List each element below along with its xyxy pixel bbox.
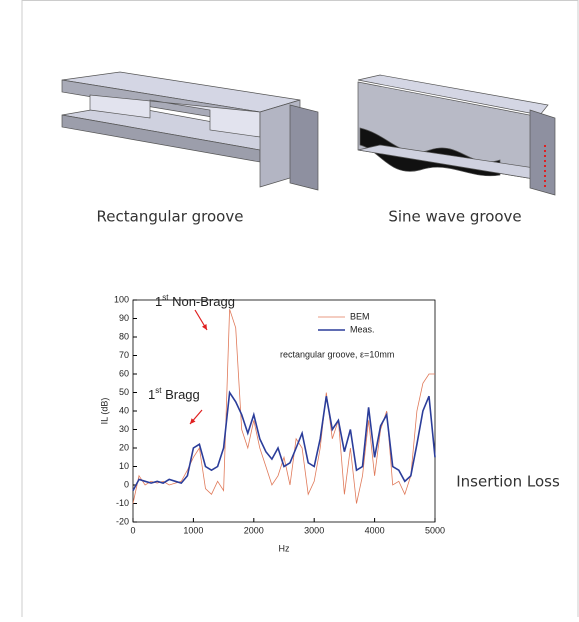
series-line bbox=[133, 309, 435, 503]
y-tick-label: 100 bbox=[114, 294, 129, 304]
annotation-text: Bragg bbox=[161, 387, 199, 402]
y-tick-label: 80 bbox=[119, 331, 129, 341]
y-tick-label: 50 bbox=[119, 387, 129, 397]
y-tick-label: 10 bbox=[119, 461, 129, 471]
legend-label: Meas. bbox=[350, 324, 375, 334]
annotation-text: Non-Bragg bbox=[168, 294, 234, 309]
annotation-number: 1 bbox=[155, 294, 162, 309]
side-label: Insertion Loss bbox=[456, 473, 560, 491]
x-tick-label: 2000 bbox=[244, 525, 264, 535]
y-tick-label: 40 bbox=[119, 405, 129, 415]
y-tick-label: 90 bbox=[119, 313, 129, 323]
caption: Rectangular groove bbox=[97, 208, 244, 226]
slide: Rectangular groove Sine wave groove Inse… bbox=[0, 0, 579, 617]
x-tick-label: 1000 bbox=[183, 525, 203, 535]
y-axis-label: IL (dB) bbox=[99, 398, 109, 425]
chart-note: rectangular groove, ε=10mm bbox=[280, 349, 394, 359]
x-tick-label: 4000 bbox=[365, 525, 385, 535]
y-tick-label: 30 bbox=[119, 424, 129, 434]
y-tick-label: 20 bbox=[119, 442, 129, 452]
rect-groove-model bbox=[62, 72, 318, 190]
series-line bbox=[133, 393, 435, 491]
sine-groove-model bbox=[358, 75, 555, 195]
annotation-number: 1 bbox=[148, 387, 155, 402]
y-tick-label: 0 bbox=[124, 479, 129, 489]
x-tick-label: 0 bbox=[130, 525, 135, 535]
x-axis-label: Hz bbox=[279, 543, 290, 553]
y-tick-label: -10 bbox=[116, 498, 129, 508]
annotation: 1st Non-Bragg bbox=[155, 293, 235, 309]
annotation: 1st Bragg bbox=[148, 386, 200, 402]
y-tick-label: 70 bbox=[119, 350, 129, 360]
x-tick-label: 5000 bbox=[425, 525, 445, 535]
plot-frame bbox=[133, 300, 435, 522]
caption: Sine wave groove bbox=[388, 208, 521, 226]
x-tick-label: 3000 bbox=[304, 525, 324, 535]
y-tick-label: 60 bbox=[119, 368, 129, 378]
y-tick-label: -20 bbox=[116, 516, 129, 526]
legend-label: BEM bbox=[350, 311, 370, 321]
